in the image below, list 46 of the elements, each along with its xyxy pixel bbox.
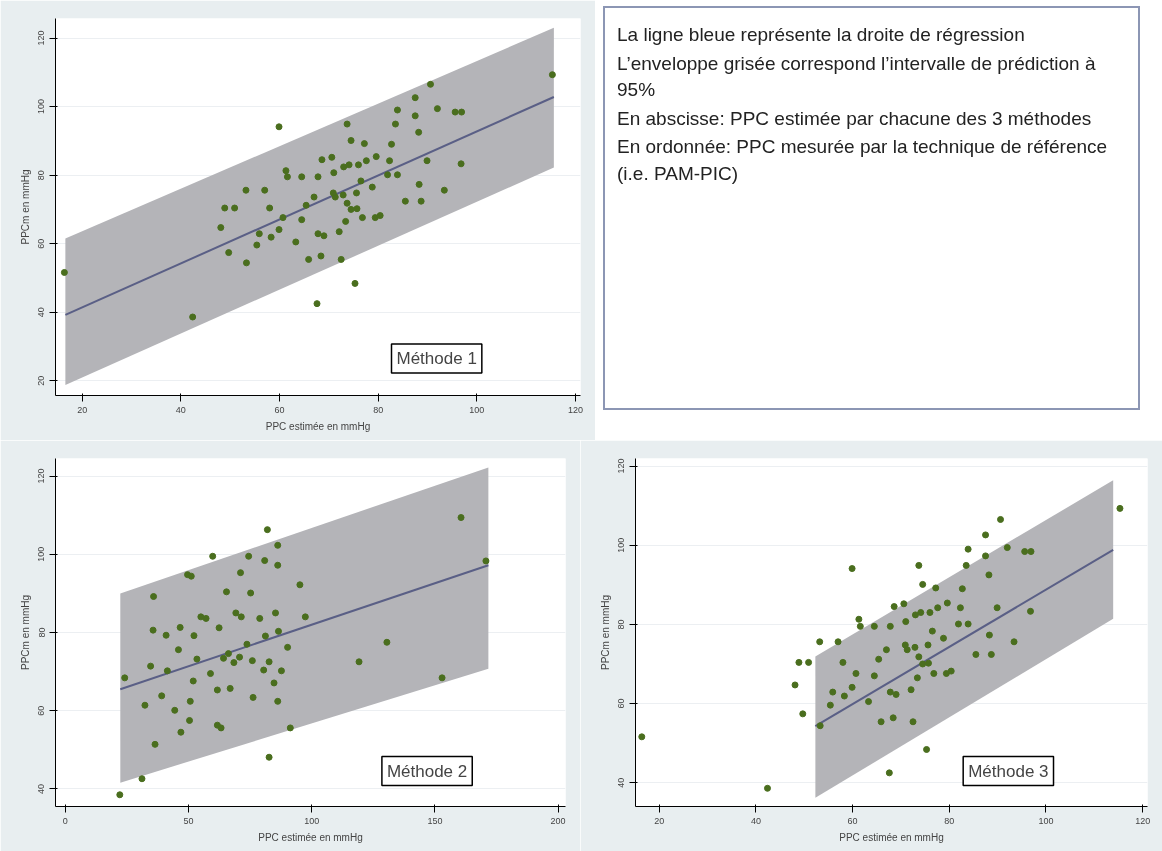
x-tick-label: 100 (304, 815, 320, 826)
x-tick-label: 80 (944, 815, 955, 826)
x-tick-label: 100 (469, 404, 485, 415)
y-tick-label: 80 (36, 627, 47, 638)
text: En abscisse: PPC estimée par chacune des 3 méthodes (617, 106, 1093, 131)
x-tick-label: 40 (750, 815, 761, 826)
y-tick-label: 40 (36, 783, 47, 794)
y-tick-label: 120 (36, 30, 47, 46)
y-tick-label: 60 (36, 705, 47, 716)
x-tick-label: 0 (62, 815, 68, 826)
x-tick-label: 20 (654, 815, 665, 826)
y-axis-title: PPCm en mmHg (19, 169, 31, 245)
text: Méthode 3 (968, 761, 1049, 781)
text: Méthode 2 (386, 761, 468, 781)
y-tick-label: 80 (36, 170, 47, 181)
y-tick-label: 40 (616, 777, 627, 788)
x-tick-label: 80 (373, 404, 384, 415)
x-tick-label: 50 (183, 815, 194, 826)
y-tick-label: 20 (36, 375, 47, 386)
x-tick-label: 40 (175, 404, 186, 415)
x-tick-label: 20 (77, 404, 88, 415)
y-tick-label: 100 (616, 537, 627, 553)
y-tick-label: 80 (616, 619, 627, 630)
text: Méthode 1 (396, 348, 477, 368)
x-tick-label: 100 (1038, 815, 1054, 826)
y-tick-label: 100 (36, 546, 47, 562)
y-tick-label: 120 (36, 468, 47, 484)
x-tick-label: 200 (550, 815, 566, 826)
x-tick-label: 150 (427, 815, 443, 826)
text: L’enveloppe grisée correspond l’intervalle de prédiction à 95% (617, 51, 1097, 103)
y-axis-title: PPCm en mmHg (599, 594, 611, 671)
x-axis-title: PPC estimée en mmHg (258, 831, 363, 843)
y-tick-label: 60 (616, 698, 627, 709)
x-tick-label: 120 (568, 404, 584, 415)
text: La ligne bleue représente la droite de régression (617, 23, 1026, 47)
x-tick-label: 60 (847, 815, 858, 826)
y-tick-label: 120 (616, 458, 627, 474)
y-tick-label: 40 (36, 307, 47, 318)
x-tick-label: 120 (1135, 815, 1151, 826)
x-tick-label: 60 (274, 404, 285, 415)
y-axis-title: PPCm en mmHg (19, 594, 31, 671)
y-tick-label: 100 (36, 99, 47, 115)
text: En ordonnée: PPC mesurée par la technique de référence (i.e. PAM-PIC) (617, 135, 1109, 186)
x-axis-title: PPC estimée en mmHg (839, 831, 944, 843)
x-axis-title: PPC estimée en mmHg (265, 420, 371, 432)
y-tick-label: 60 (36, 238, 47, 249)
